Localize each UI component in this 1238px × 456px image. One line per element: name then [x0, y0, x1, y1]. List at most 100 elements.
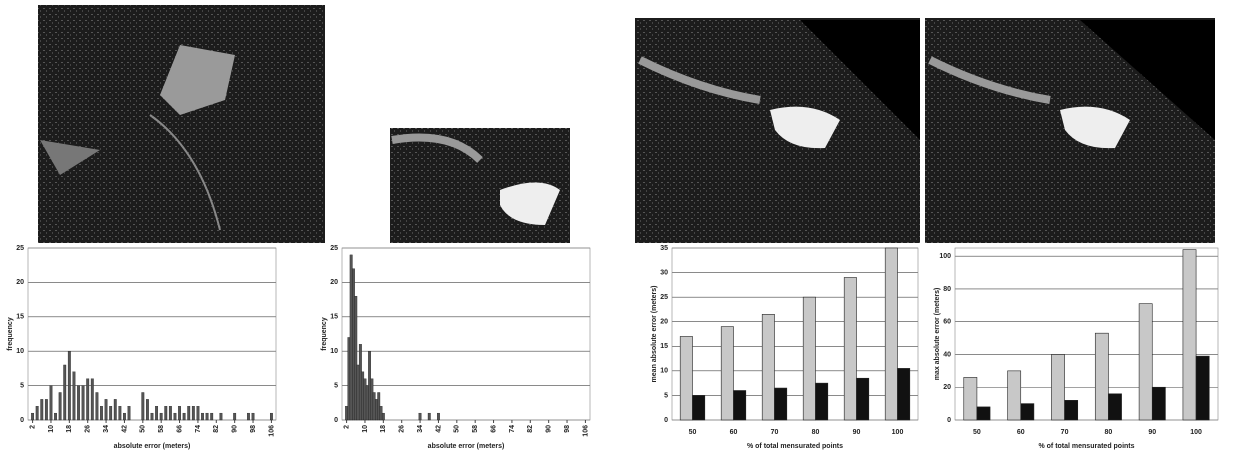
bar	[91, 379, 94, 420]
x-tick-label: 58	[158, 425, 165, 433]
y-tick-label: 80	[943, 286, 951, 293]
y-tick-label: 25	[330, 245, 338, 252]
y-tick-label: 25	[660, 294, 668, 301]
bar	[68, 351, 71, 420]
x-tick-label: 58	[472, 425, 479, 433]
bar	[680, 336, 692, 420]
bar	[41, 399, 44, 420]
bar	[1183, 250, 1196, 420]
x-tick-label: 74	[509, 425, 516, 433]
bar	[142, 392, 145, 420]
bar	[31, 413, 34, 420]
y-tick-label: 0	[664, 417, 668, 424]
bar	[419, 413, 422, 420]
bar	[105, 399, 108, 420]
image-2	[390, 128, 570, 243]
x-tick-label: 60	[730, 429, 738, 436]
bar	[816, 383, 828, 420]
bar	[270, 413, 273, 420]
y-axis-label: frequency	[7, 317, 14, 351]
bar	[206, 413, 209, 420]
x-tick-label: 66	[176, 425, 183, 433]
x-tick-label: 74	[195, 425, 202, 433]
bar	[192, 406, 195, 420]
image-1	[38, 5, 325, 243]
plot-frame	[955, 248, 1218, 420]
y-axis-label: frequency	[321, 317, 328, 351]
bar	[174, 413, 177, 420]
bar	[1051, 354, 1064, 420]
x-tick-label: 18	[66, 425, 73, 433]
bar	[63, 365, 66, 420]
x-tick-label: 106	[268, 425, 275, 437]
y-tick-label: 20	[16, 279, 24, 286]
x-tick-label: 50	[973, 429, 981, 436]
x-tick-label: 34	[417, 425, 424, 433]
bar	[252, 413, 255, 420]
bar	[59, 392, 62, 420]
y-tick-label: 0	[947, 417, 951, 424]
x-tick-label: 2	[343, 425, 350, 429]
bar	[210, 413, 213, 420]
x-tick-label: 60	[1017, 429, 1025, 436]
bar	[885, 248, 897, 420]
y-tick-label: 5	[20, 382, 24, 389]
bar	[857, 378, 869, 420]
y-tick-label: 40	[943, 351, 951, 358]
bar	[197, 406, 200, 420]
y-tick-label: 10	[16, 348, 24, 355]
x-tick-label: 10	[48, 425, 55, 433]
bar	[36, 406, 39, 420]
bar	[964, 377, 977, 420]
x-tick-label: 82	[527, 425, 534, 433]
y-tick-label: 20	[943, 384, 951, 391]
bar	[693, 395, 705, 420]
x-tick-label: 2	[29, 425, 36, 429]
bar	[721, 327, 733, 420]
x-tick-label: 82	[213, 425, 220, 433]
bar	[146, 399, 149, 420]
y-tick-label: 5	[664, 392, 668, 399]
figure: 0510152025frequencyabsolute error (meter…	[0, 0, 1238, 456]
image-4	[925, 18, 1215, 243]
bar	[183, 413, 186, 420]
bar	[119, 406, 122, 420]
y-tick-label: 30	[660, 269, 668, 276]
bar	[155, 406, 158, 420]
bar	[437, 413, 440, 420]
bar	[1139, 304, 1152, 420]
bar	[247, 413, 250, 420]
bar	[803, 297, 815, 420]
x-tick-label: 42	[435, 425, 442, 433]
bar	[233, 413, 236, 420]
y-tick-label: 100	[939, 253, 951, 260]
y-tick-label: 10	[660, 368, 668, 375]
x-tick-label: 90	[853, 429, 861, 436]
bar	[73, 372, 76, 420]
x-tick-label: 18	[380, 425, 387, 433]
bar	[382, 413, 385, 420]
bar	[178, 406, 181, 420]
bar	[220, 413, 223, 420]
bar	[50, 386, 53, 420]
bar	[114, 399, 117, 420]
x-tick-label: 90	[546, 425, 553, 433]
bar	[762, 314, 774, 420]
bar	[1196, 356, 1209, 420]
bar	[109, 406, 112, 420]
y-tick-label: 20	[660, 319, 668, 326]
x-axis-label: absolute error (meters)	[114, 443, 191, 450]
bar	[977, 407, 990, 420]
bar	[734, 391, 746, 420]
y-tick-label: 60	[943, 319, 951, 326]
y-tick-label: 5	[334, 382, 338, 389]
y-tick-label: 20	[330, 279, 338, 286]
x-tick-label: 26	[85, 425, 92, 433]
bar	[100, 406, 103, 420]
x-tick-label: 66	[490, 425, 497, 433]
x-axis-label: % of total mensurated points	[747, 443, 843, 450]
x-tick-label: 26	[399, 425, 406, 433]
bar	[165, 406, 168, 420]
bar	[128, 406, 131, 420]
x-tick-label: 80	[812, 429, 820, 436]
